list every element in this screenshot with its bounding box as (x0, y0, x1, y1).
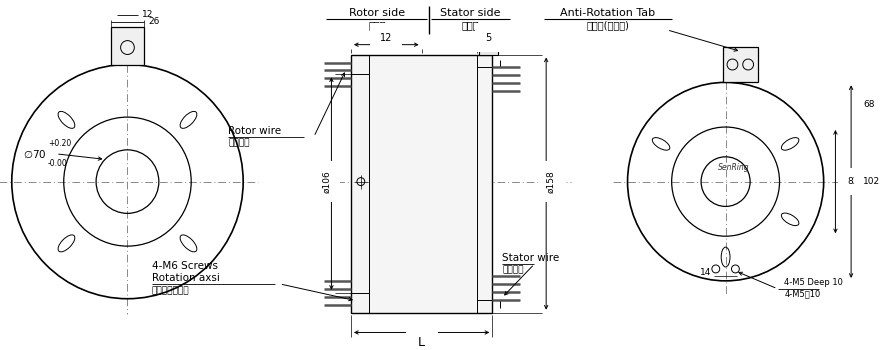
Text: +0.20: +0.20 (48, 139, 71, 148)
Text: 12: 12 (143, 10, 153, 19)
Text: 14: 14 (700, 268, 712, 278)
Bar (111, 27, 144, 64)
Text: 4-M5深10: 4-M5深10 (784, 289, 821, 298)
Text: ø158: ø158 (546, 170, 555, 193)
Text: 102: 102 (863, 177, 880, 186)
Text: 4-M6 Screws: 4-M6 Screws (152, 261, 218, 271)
Text: Anti-Rotation Tab: Anti-Rotation Tab (561, 8, 656, 18)
Text: $\varnothing$70: $\varnothing$70 (23, 148, 46, 160)
Text: 定子边: 定子边 (462, 20, 480, 30)
Text: 5: 5 (485, 33, 491, 43)
Text: Rotation axsi: Rotation axsi (152, 273, 220, 283)
Text: 止转片(可调节): 止转片(可调节) (586, 20, 629, 30)
Text: Rotor side: Rotor side (349, 8, 406, 18)
Text: 82: 82 (847, 177, 859, 186)
Bar (722, 47, 758, 82)
Text: Stator side: Stator side (440, 8, 501, 18)
Text: 定子出线: 定子出线 (502, 265, 524, 274)
Text: 26: 26 (148, 18, 159, 26)
Text: 转子边: 转子边 (369, 20, 386, 30)
Text: 转子出线: 转子出线 (229, 138, 250, 147)
Text: 12: 12 (380, 33, 392, 43)
Text: L: L (418, 336, 425, 349)
Text: Rotor wire: Rotor wire (229, 126, 282, 136)
Text: ø106: ø106 (322, 170, 331, 193)
Text: -0.00: -0.00 (48, 159, 68, 168)
Text: SenRing: SenRing (717, 163, 749, 172)
Text: 转子螺钉固定孔: 转子螺钉固定孔 (152, 286, 189, 295)
Bar (351, 55, 492, 313)
Text: Stator wire: Stator wire (502, 253, 560, 263)
Text: 4-M5 Deep 10: 4-M5 Deep 10 (784, 278, 843, 287)
Text: 68: 68 (863, 100, 875, 109)
Bar (479, 30, 498, 55)
